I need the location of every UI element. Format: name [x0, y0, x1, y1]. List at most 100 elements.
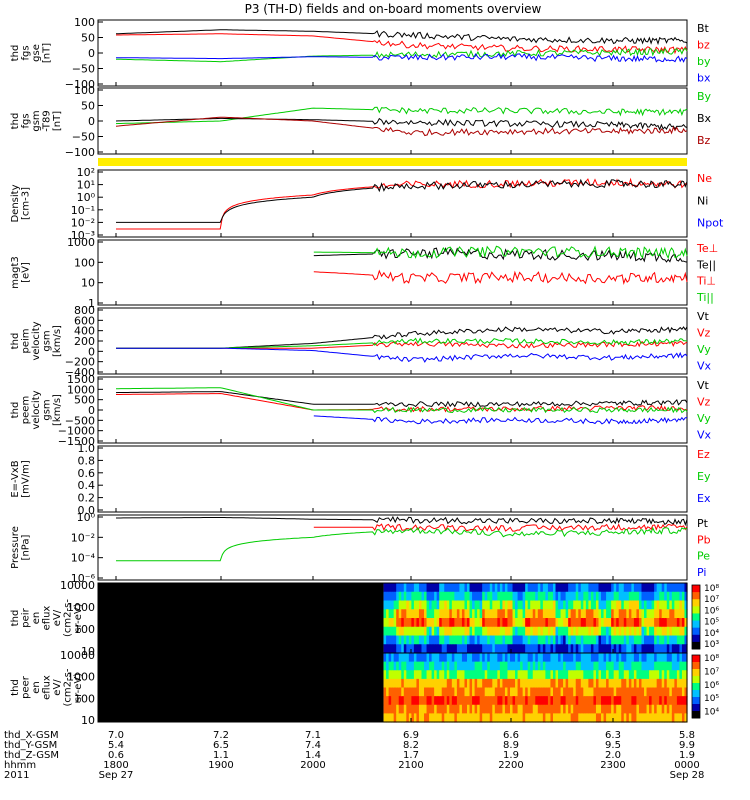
- spectrogram-cell: [593, 583, 597, 593]
- spectrogram-cell: [454, 713, 458, 723]
- spectrogram-cell: [477, 713, 481, 723]
- spectrogram-cell: [603, 626, 607, 637]
- spectrogram-cell: [664, 626, 668, 637]
- spectrogram-cell: [656, 583, 660, 593]
- spectrogram-cell: [649, 696, 653, 706]
- x-tick-label: 9.9: [679, 740, 695, 751]
- spectrogram-cell: [535, 626, 539, 637]
- y-axis-label-line: [mV/m]: [21, 460, 32, 498]
- spectrogram-cell: [434, 653, 438, 663]
- spectrogram-cell: [623, 687, 627, 697]
- spectrogram-cell: [578, 618, 582, 628]
- spectrogram-cell: [568, 600, 572, 610]
- spectrogram-cell: [638, 696, 643, 706]
- spectrogram-cell: [578, 600, 582, 610]
- spectrogram-cell: [613, 696, 617, 706]
- spectrogram-cell: [649, 713, 653, 723]
- spectrogram-cell: [560, 653, 564, 663]
- spectrogram-cell: [454, 696, 458, 706]
- spectrogram-cell: [684, 609, 688, 619]
- spectrogram-cell: [659, 653, 663, 663]
- spectrogram-cell: [520, 618, 524, 628]
- spectrogram-cell: [434, 609, 438, 619]
- spectrogram-cell: [608, 626, 612, 637]
- spectrogram-cell: [472, 687, 476, 697]
- spectrogram-cell: [396, 704, 400, 714]
- spectrogram-cell: [661, 626, 665, 637]
- spectrogram-cell: [429, 618, 433, 628]
- spectrogram-cell: [426, 600, 430, 610]
- spectrogram-cell: [391, 635, 395, 645]
- spectrogram-cell: [383, 704, 387, 714]
- spectrogram-cell: [565, 635, 569, 645]
- spectrogram-cell: [633, 696, 638, 706]
- spectrogram-cell: [654, 618, 658, 628]
- spectrogram-cell: [644, 661, 648, 671]
- spectrogram-cell: [631, 618, 635, 628]
- spectrogram-cell: [444, 687, 448, 697]
- spectrogram-cell: [421, 661, 425, 671]
- spectrogram-cell: [608, 653, 612, 663]
- spectrogram-cell: [451, 600, 455, 610]
- spectrogram-cell: [441, 644, 445, 654]
- spectrogram-cell: [401, 591, 405, 602]
- legend-entry: Vy: [697, 412, 711, 425]
- legend-entry: Ez: [697, 448, 710, 461]
- spectrogram-cell: [545, 713, 549, 723]
- spectrogram-cell: [512, 600, 516, 610]
- spectrogram-cell: [421, 644, 425, 654]
- spectrogram-cell: [628, 678, 632, 689]
- spectrogram-cell: [509, 635, 514, 645]
- spectrogram-cell: [651, 696, 655, 706]
- spectrogram-cell: [436, 653, 440, 663]
- y-axis-label-line: thd: [10, 679, 21, 696]
- spectrogram-cell: [502, 653, 506, 663]
- spectrogram-cell: [590, 583, 595, 593]
- spectrogram-cell: [474, 653, 478, 663]
- spectrogram-cell: [386, 678, 390, 689]
- x-row-label: thd_Z-GSM: [4, 750, 59, 761]
- spectrogram-cell: [649, 644, 653, 654]
- spectrogram-cell: [593, 670, 597, 680]
- spectrogram-cell: [464, 600, 468, 610]
- x-tick-label: 1.9: [503, 750, 519, 761]
- spectrogram-cell: [515, 583, 519, 593]
- spectrogram-cell: [449, 600, 453, 610]
- spectrogram-cell: [613, 600, 617, 610]
- spectrogram-cell: [628, 713, 632, 723]
- spectrogram-cell: [396, 618, 400, 628]
- spectrogram-cell: [568, 591, 572, 602]
- spectrogram-cell: [601, 609, 605, 619]
- spectrogram-cell: [583, 713, 587, 723]
- spectrogram-cell: [626, 670, 630, 680]
- spectrogram-cell: [464, 626, 468, 637]
- spectrogram-cell: [484, 653, 488, 663]
- legend-entry: By: [697, 90, 712, 103]
- spectrogram-cell: [611, 644, 615, 654]
- spectrogram-cell: [684, 583, 688, 593]
- spectrogram-cell: [406, 609, 410, 619]
- spectrogram-cell: [494, 678, 498, 689]
- y-tick-label: 0: [88, 404, 95, 417]
- spectrogram-cell: [547, 609, 552, 619]
- spectrogram-cell: [406, 583, 410, 593]
- spectrogram-cell: [613, 609, 617, 619]
- spectrogram-cell: [532, 704, 536, 714]
- spectrogram-cell: [413, 713, 418, 723]
- spectrogram-cell: [530, 687, 534, 697]
- spectrogram-cell: [644, 653, 648, 663]
- spectrogram-cell: [530, 600, 534, 610]
- spectrogram-cell: [411, 600, 415, 610]
- y-tick-label: 400: [74, 325, 95, 338]
- colorbar-segment: [692, 655, 700, 663]
- spectrogram-cell: [479, 609, 483, 619]
- spectrogram-cell: [656, 713, 660, 723]
- spectrogram-cell: [509, 626, 514, 637]
- spectrogram-cell: [633, 687, 638, 697]
- y-tick-label: 10⁻²: [71, 216, 95, 229]
- spectrogram-cell: [633, 591, 638, 602]
- spectrogram-cell: [408, 583, 412, 593]
- spectrogram-cell: [671, 600, 675, 610]
- spectrogram-cell: [497, 600, 501, 610]
- spectrogram-cell: [563, 696, 567, 706]
